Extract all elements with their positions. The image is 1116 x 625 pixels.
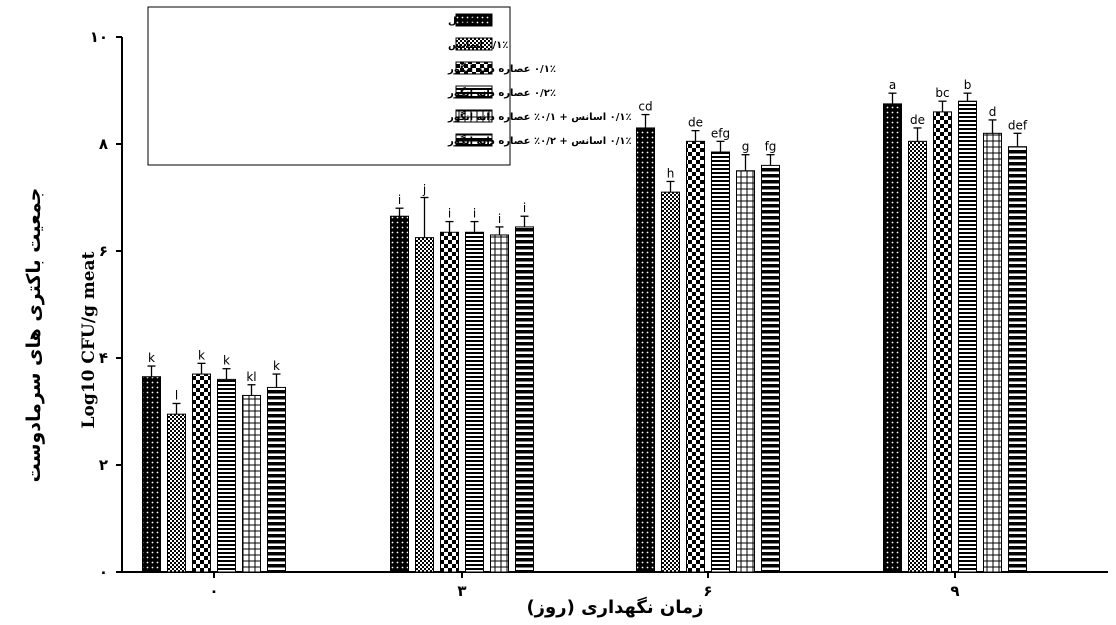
legend-label: ۰/۲٪ عصاره دانه انگور	[447, 86, 556, 99]
significance-label: l	[175, 388, 178, 402]
x-tick-label: ۳	[457, 582, 466, 600]
significance-label: de	[910, 113, 925, 127]
legend-label: ۰/۱٪ اسانس + ۰/۲٪ عصاره دانه انگور	[447, 134, 632, 147]
legend-swatch	[455, 109, 493, 123]
significance-label: k	[148, 351, 155, 365]
legend-swatch	[455, 85, 493, 99]
bar	[465, 231, 484, 573]
bar	[761, 164, 780, 573]
bar	[1008, 146, 1027, 573]
bar	[267, 386, 286, 573]
significance-label: i	[398, 193, 401, 207]
significance-label: def	[1008, 118, 1028, 132]
significance-label: kl	[246, 370, 256, 384]
significance-label: k	[273, 359, 280, 373]
bar	[711, 151, 730, 573]
significance-label: bc	[935, 86, 949, 100]
bar	[736, 170, 755, 573]
significance-label: k	[223, 354, 230, 368]
bar	[686, 140, 705, 573]
legend-swatch	[455, 37, 493, 51]
y-axis-title: جمعیت باکتری های سرمادوست	[20, 188, 62, 483]
bar	[515, 226, 534, 573]
bar	[415, 237, 434, 573]
bar	[908, 140, 927, 573]
significance-label: k	[198, 348, 205, 362]
x-tick-label: ۹	[950, 582, 959, 600]
bar	[883, 103, 902, 573]
legend: کنترل ۰/۱٪ اسانس ۰/۱٪ عصاره دانه انگور ۰/۲٪…	[147, 6, 632, 166]
y-tick-label: ۱۰	[90, 28, 108, 46]
y-tick-label: ۴	[99, 349, 108, 367]
bar	[242, 394, 261, 573]
legend-label: کنترل	[448, 16, 477, 27]
significance-label: i	[448, 207, 451, 221]
legend-box	[147, 6, 511, 166]
significance-label: i	[523, 201, 526, 215]
bar	[192, 373, 211, 573]
legend-swatch	[455, 133, 493, 147]
significance-label: j	[422, 183, 426, 197]
x-tick-label: ۶	[703, 582, 712, 600]
x-axis-title: زمان نگهداری (روز)	[526, 596, 703, 618]
y-axis-title-text: جمعیت باکتری های سرمادوست	[23, 188, 45, 483]
y-axis-unit: Log10 CFU/g meat	[70, 220, 110, 460]
significance-label: de	[688, 116, 703, 130]
bar	[440, 231, 459, 573]
x-ticks: ۰ ۳ ۶ ۹	[209, 572, 960, 600]
bar	[167, 413, 186, 573]
significance-label: i	[498, 212, 501, 226]
bar	[390, 215, 409, 573]
significance-label: d	[989, 105, 997, 119]
significance-label: cd	[638, 100, 652, 114]
significance-label: h	[667, 166, 675, 180]
significance-label: efg	[711, 126, 730, 140]
bar	[490, 234, 509, 573]
significance-label: b	[964, 78, 972, 92]
significance-label: a	[889, 78, 896, 92]
bar	[983, 132, 1002, 573]
y-tick-label: ۶	[99, 242, 108, 260]
legend-swatch	[455, 61, 493, 75]
y-axis-unit-text: Log10 CFU/g meat	[79, 251, 99, 428]
significance-label: fg	[765, 140, 777, 154]
bar	[142, 376, 161, 573]
y-tick-label: ۰	[99, 563, 108, 581]
bar	[958, 100, 977, 573]
significance-label: i	[473, 207, 476, 221]
bar	[217, 378, 236, 573]
y-ticks: ۰ ۲ ۴ ۶ ۸ ۱۰	[90, 28, 122, 581]
bar	[661, 191, 680, 573]
y-tick-label: ۸	[99, 135, 108, 153]
bar	[933, 111, 952, 573]
x-tick-label: ۰	[209, 582, 218, 600]
y-tick-label: ۲	[99, 456, 108, 474]
bar	[636, 127, 655, 573]
legend-swatch	[455, 13, 493, 27]
legend-label: ۰/۱٪ اسانس + ۰/۱٪ عصاره دانه انگور	[447, 110, 632, 123]
significance-label: g	[742, 140, 750, 154]
legend-label: ۰/۱٪ عصاره دانه انگور	[447, 62, 556, 75]
legend-label: ۰/۱٪ اسانس	[448, 40, 508, 51]
